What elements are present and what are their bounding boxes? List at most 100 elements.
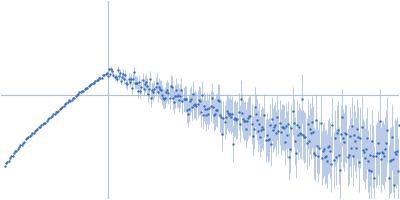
Point (252, 105, 258, 108)
Point (247, 114, 254, 117)
Point (322, 155, 328, 158)
Point (170, 97, 176, 100)
Point (364, 136, 370, 140)
Point (6, 159, 12, 162)
Point (128, 87, 135, 90)
Point (383, 141, 390, 145)
Point (288, 127, 295, 130)
Point (335, 128, 341, 131)
Point (189, 105, 195, 108)
Point (303, 142, 310, 145)
Point (159, 94, 165, 97)
Point (356, 161, 362, 164)
Point (304, 122, 311, 126)
Point (12, 149, 18, 153)
Point (213, 108, 219, 111)
Point (275, 130, 282, 133)
Point (369, 140, 376, 143)
Point (284, 133, 290, 136)
Point (162, 96, 168, 99)
Point (148, 96, 154, 100)
Point (100, 74, 106, 77)
Point (310, 131, 316, 134)
Point (180, 98, 187, 101)
Point (276, 121, 283, 124)
Point (66, 99, 72, 102)
Point (25, 135, 32, 139)
Point (244, 120, 250, 123)
Point (370, 155, 377, 158)
Point (156, 86, 162, 89)
Point (245, 116, 252, 120)
Point (249, 134, 256, 137)
Point (41, 121, 47, 124)
Point (254, 118, 260, 121)
Point (242, 119, 248, 122)
Point (396, 123, 400, 126)
Point (367, 153, 373, 157)
Point (145, 92, 151, 95)
Point (311, 152, 317, 155)
Point (354, 128, 360, 131)
Point (280, 125, 286, 129)
Point (109, 70, 116, 73)
Point (391, 183, 397, 186)
Point (134, 81, 140, 84)
Point (241, 120, 247, 123)
Point (45, 118, 51, 121)
Point (298, 133, 304, 136)
Point (210, 106, 216, 109)
Point (352, 140, 358, 143)
Point (55, 109, 62, 113)
Point (187, 100, 193, 103)
Point (269, 118, 275, 121)
Point (190, 93, 196, 96)
Point (342, 131, 348, 134)
Point (128, 77, 134, 80)
Point (289, 109, 296, 113)
Point (230, 143, 236, 146)
Point (312, 153, 318, 157)
Point (161, 98, 167, 101)
Point (58, 106, 64, 109)
Point (327, 149, 334, 152)
Point (53, 111, 59, 114)
Point (174, 94, 180, 98)
Point (173, 89, 179, 92)
Point (91, 81, 97, 85)
Point (8, 154, 14, 157)
Point (270, 129, 276, 132)
Point (360, 148, 366, 151)
Point (172, 95, 178, 98)
Point (306, 127, 313, 130)
Point (278, 125, 285, 128)
Point (47, 115, 54, 119)
Point (325, 145, 331, 149)
Point (64, 101, 71, 104)
Point (222, 115, 229, 118)
Point (13, 149, 20, 152)
Point (363, 147, 369, 150)
Point (376, 151, 382, 155)
Point (108, 67, 114, 70)
Point (346, 135, 353, 138)
Point (234, 118, 241, 121)
Point (24, 136, 30, 139)
Point (204, 107, 210, 110)
Point (165, 91, 172, 95)
Point (285, 123, 291, 126)
Point (386, 159, 393, 162)
Point (227, 112, 233, 115)
Point (34, 127, 41, 131)
Point (168, 86, 175, 89)
Point (214, 109, 220, 112)
Point (126, 80, 133, 83)
Point (44, 120, 50, 123)
Point (366, 168, 372, 171)
Point (294, 123, 300, 126)
Point (147, 78, 153, 81)
Point (350, 155, 356, 158)
Point (203, 114, 210, 117)
Point (49, 114, 55, 117)
Point (192, 102, 199, 106)
